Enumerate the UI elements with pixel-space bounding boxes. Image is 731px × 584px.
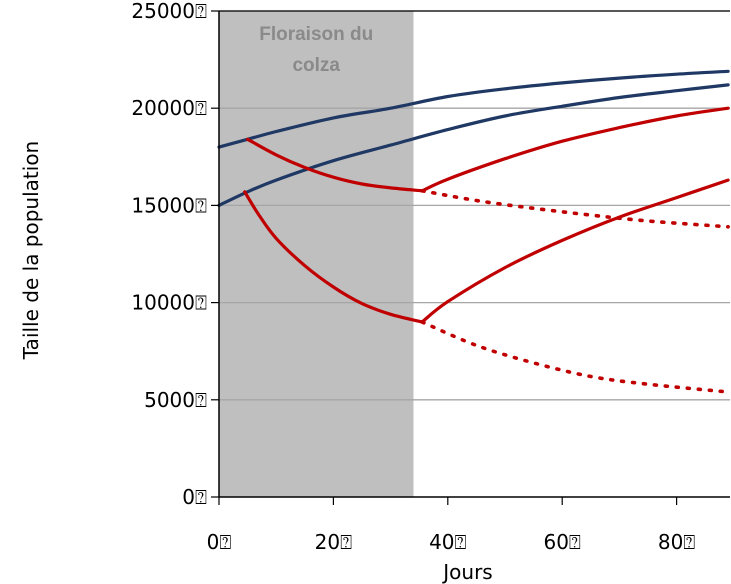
x-axis-title: Jours bbox=[441, 560, 492, 584]
annotation-line-1: colza bbox=[292, 55, 340, 76]
y-tick-label-25000: 25000⍰ bbox=[131, 0, 207, 23]
series-line-0 bbox=[217, 69, 730, 149]
annotation-line-0: Floraison du bbox=[259, 24, 373, 45]
y-tick-label-15000: 15000⍰ bbox=[131, 193, 207, 217]
series-line-1 bbox=[217, 83, 730, 207]
series-line-5 bbox=[243, 190, 424, 324]
y-tick-label-0: 0⍰ bbox=[182, 485, 207, 509]
x-tick-label-60: 60⍰ bbox=[543, 530, 580, 554]
x-tick-label-40: 40⍰ bbox=[429, 530, 466, 554]
x-tick-label-80: 80⍰ bbox=[658, 530, 695, 554]
series-line-4 bbox=[420, 189, 730, 229]
series-line-7 bbox=[420, 320, 730, 394]
y-tick-label-10000: 10000⍰ bbox=[131, 291, 207, 315]
series-line-3 bbox=[420, 106, 730, 193]
series-line-2 bbox=[246, 137, 424, 193]
x-tick-label-0: 0⍰ bbox=[207, 530, 232, 554]
y-axis-title: Taille de la population bbox=[19, 141, 43, 360]
x-tick-label-20: 20⍰ bbox=[315, 530, 352, 554]
flowering-period-shade bbox=[219, 11, 414, 497]
y-tick-label-5000: 5000⍰ bbox=[144, 388, 207, 412]
series-line-6 bbox=[420, 178, 730, 324]
y-tick-label-20000: 20000⍰ bbox=[131, 96, 207, 120]
